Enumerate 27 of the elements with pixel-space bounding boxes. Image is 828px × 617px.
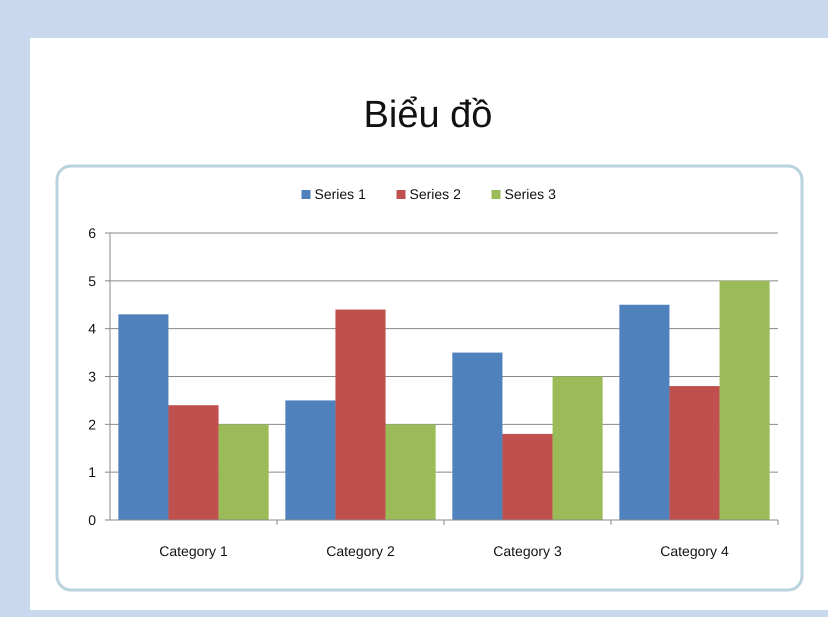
bar xyxy=(720,280,770,520)
x-tick-label: Category 1 xyxy=(159,543,228,559)
y-tick-label: 2 xyxy=(88,416,96,432)
y-tick-label: 4 xyxy=(88,320,96,337)
x-tick-label: Category 4 xyxy=(660,543,729,559)
y-tick-label: 6 xyxy=(88,225,96,241)
legend-label: Series 3 xyxy=(504,186,556,202)
legend-label: Series 2 xyxy=(410,186,462,202)
legend-label: Series 1 xyxy=(314,186,366,202)
y-tick-label: 3 xyxy=(88,368,96,384)
bar xyxy=(619,304,670,520)
x-tick-label: Category 3 xyxy=(493,543,562,559)
y-tick-label: 1 xyxy=(88,464,96,480)
x-tick-label: Category 2 xyxy=(326,543,395,559)
bar xyxy=(386,424,436,520)
bar xyxy=(335,310,386,520)
bar xyxy=(552,376,603,520)
y-tick-label: 0 xyxy=(88,512,96,528)
bar xyxy=(669,386,720,520)
bar xyxy=(502,434,553,520)
bar xyxy=(285,400,336,520)
bar xyxy=(168,405,219,520)
bar xyxy=(118,314,168,520)
chart-title: Biểu đồ xyxy=(364,94,492,136)
bar xyxy=(452,352,502,520)
bar xyxy=(218,424,269,520)
y-tick-label: 5 xyxy=(88,272,96,289)
